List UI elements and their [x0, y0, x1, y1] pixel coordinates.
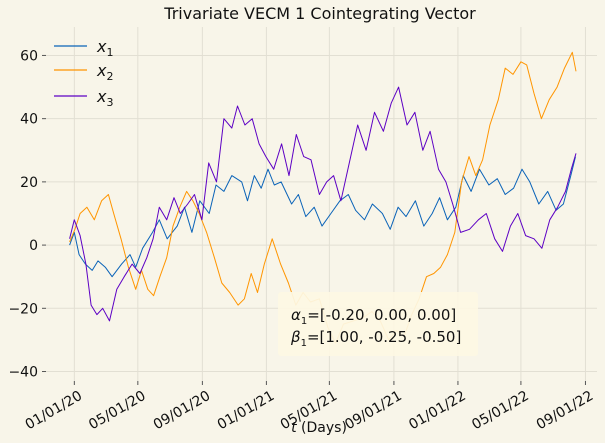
legend-label-x2: x2	[96, 61, 113, 83]
annotation-alpha: α1=[-0.20, 0.00, 0.00]	[291, 306, 456, 327]
series-line-x1	[69, 156, 576, 278]
annotation-box	[278, 292, 478, 356]
y-axis: −40 −20 0 20 40 60	[8, 48, 46, 381]
legend-label-x1: x1	[96, 37, 113, 59]
x-axis-label-math: t	[291, 420, 297, 436]
y-tick-label: 0	[29, 238, 38, 254]
legend-label-x3: x3	[96, 87, 113, 109]
y-tick-label: −40	[8, 365, 38, 381]
y-tick-label: 20	[20, 175, 38, 191]
annotation-beta: β1=[1.00, -0.25, -0.50]	[290, 328, 461, 349]
y-tick-label: 40	[20, 112, 38, 128]
chart-title: Trivariate VECM 1 Cointegrating Vector	[163, 4, 476, 23]
x-axis-label: t (Days)	[291, 420, 347, 436]
annotation: α1=[-0.20, 0.00, 0.00] β1=[1.00, -0.25, …	[278, 292, 478, 356]
y-tick-label: −20	[8, 301, 38, 317]
legend: x1 x2 x3	[54, 37, 113, 109]
series-line-x3	[69, 86, 577, 322]
y-tick-label: 60	[20, 48, 38, 64]
x-axis-label-unit: (Days)	[297, 420, 347, 436]
